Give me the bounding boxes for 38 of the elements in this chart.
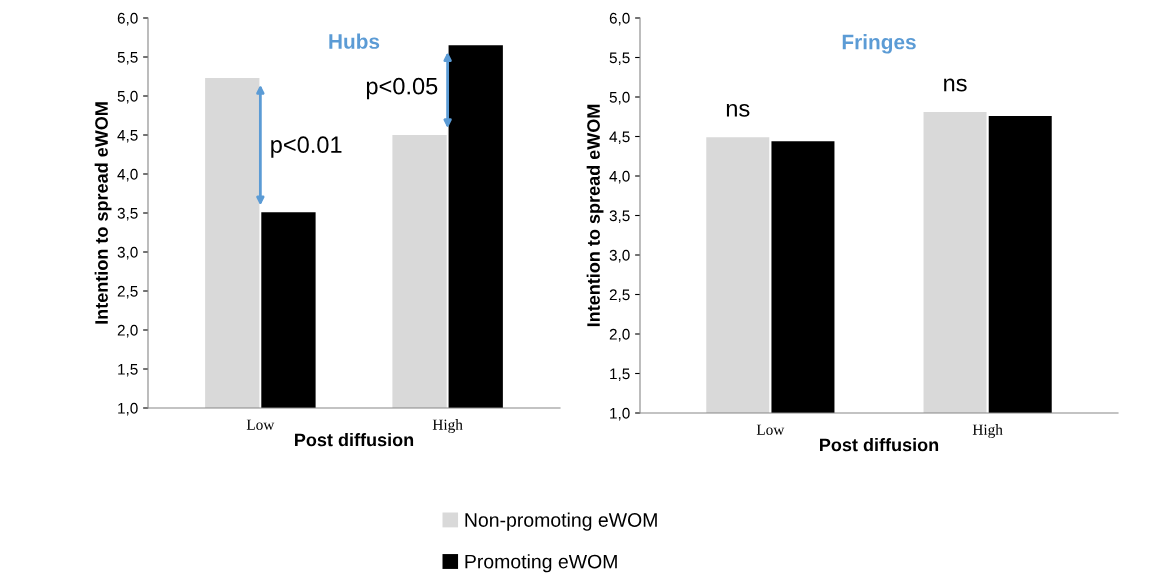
y-tick-label: 3,0: [609, 249, 630, 263]
annotation: ns: [726, 103, 750, 117]
annotation: ns: [944, 78, 967, 92]
annotation: p<0.05: [366, 77, 438, 100]
y-axis-title: Intention to spread eWOM: [586, 104, 604, 327]
text: Fringes: [842, 34, 916, 54]
legend-label: Non-promoting eWOM: [465, 512, 657, 531]
y-tick-label: 1,0: [610, 407, 630, 421]
y-tick-label: 2,5: [609, 289, 630, 302]
y-tick-label: 3,5: [609, 210, 630, 223]
y-tick-label: 4,0: [609, 170, 630, 184]
x-tick-label: High: [432, 419, 463, 434]
y-axis-title: Intention to spread eWOM: [94, 102, 112, 324]
x-tick-label: High: [972, 424, 1003, 439]
y-tick-label: 5,0: [117, 90, 138, 104]
y-tick-label: 4,5: [117, 130, 138, 143]
text: Hubs: [329, 33, 380, 49]
x-tick-label: Low: [756, 424, 785, 435]
x-tick-label: Low: [246, 419, 275, 430]
y-tick-label: 2,0: [117, 324, 138, 338]
y-tick-label: 1,5: [118, 364, 138, 377]
y-tick-label: 2,5: [117, 285, 138, 299]
y-tick-label: 1,0: [118, 402, 138, 416]
y-tick-label: 4,5: [609, 131, 630, 144]
y-tick-label: 6,0: [609, 12, 630, 26]
y-tick-label: 3,5: [117, 207, 138, 221]
y-tick-label: 6,0: [117, 12, 138, 26]
y-tick-label: 5,5: [609, 52, 630, 65]
y-tick-label: 5,5: [117, 52, 138, 65]
x-axis-title: Post diffusion: [820, 438, 939, 452]
x-axis-title: Post diffusion: [295, 433, 414, 447]
y-tick-label: 1,5: [610, 368, 630, 381]
y-tick-label: 5,0: [609, 91, 630, 105]
y-tick-label: 2,0: [609, 328, 630, 342]
y-tick-label: 4,0: [117, 168, 138, 182]
legend-label: Promoting eWOM: [465, 554, 617, 573]
y-tick-label: 3,0: [117, 246, 138, 260]
annotation: p<0.01: [271, 136, 342, 158]
